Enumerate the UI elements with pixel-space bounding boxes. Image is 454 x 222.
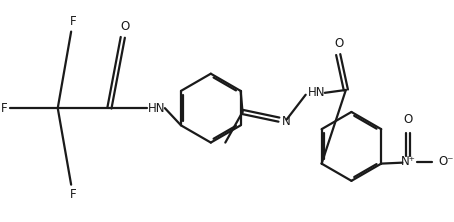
Text: N: N <box>282 115 291 128</box>
Text: F: F <box>1 102 8 115</box>
Text: O: O <box>120 20 129 33</box>
Text: O: O <box>335 37 344 50</box>
Text: HN: HN <box>148 102 165 115</box>
Text: O: O <box>404 113 413 126</box>
Text: F: F <box>70 15 76 28</box>
Text: HN: HN <box>308 86 325 99</box>
Text: O⁻: O⁻ <box>439 155 454 168</box>
Text: N⁺: N⁺ <box>400 155 415 168</box>
Text: F: F <box>70 188 76 202</box>
